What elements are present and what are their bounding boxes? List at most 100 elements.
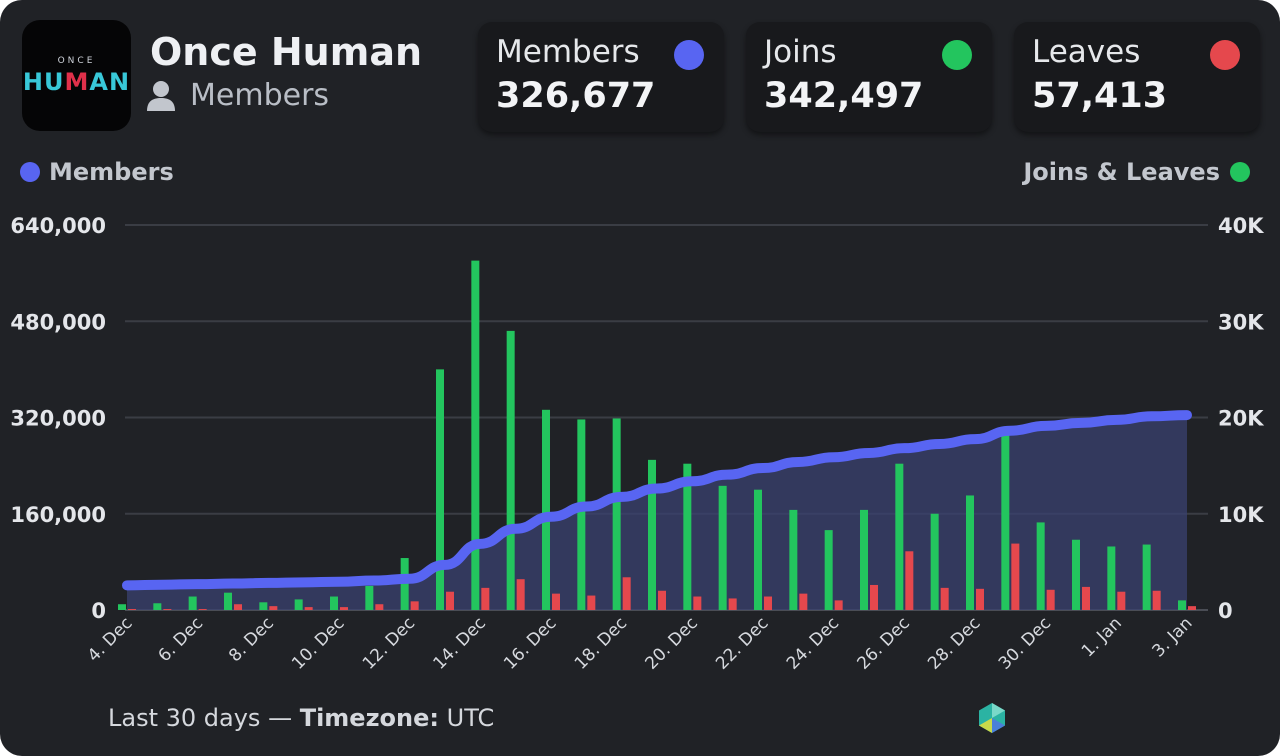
leaves-bar: [481, 587, 490, 610]
leaves-bar: [764, 596, 772, 610]
app-logo-icon: [979, 703, 1005, 733]
x-tick-label: 1. Jan: [1078, 613, 1126, 661]
server-name: Once Human: [150, 30, 423, 74]
x-tick-label: 20. Dec: [642, 613, 702, 673]
leaves-bar: [163, 609, 172, 610]
stat-card-leaves: Leaves 57,413: [1014, 22, 1260, 132]
y-right-tick-label: 20K: [1218, 407, 1264, 431]
y-left-tick-label: 320,000: [10, 407, 106, 431]
leaves-bar: [693, 596, 702, 610]
legend-members[interactable]: Members: [20, 158, 174, 186]
x-tick-label: 22. Dec: [712, 613, 772, 673]
joins-bar: [612, 418, 621, 610]
leaves-bar: [834, 600, 843, 610]
footer-timezone-label: Timezone:: [299, 704, 440, 732]
joins-bar: [153, 603, 162, 610]
joins-bar: [1178, 600, 1186, 610]
x-tick-label: 18. Dec: [571, 613, 631, 673]
joins-bar: [577, 419, 586, 610]
legend-joins-leaves-label: Joins & Leaves: [1023, 158, 1220, 186]
leaves-bar: [516, 579, 525, 610]
joins-bar: [471, 260, 480, 610]
joins-dot-icon: [942, 40, 972, 70]
stat-card-members: Members 326,677: [478, 22, 724, 132]
leaves-bar: [622, 577, 631, 610]
leaves-bar: [976, 588, 984, 610]
stat-value: 57,413: [1032, 76, 1168, 116]
stat-value: 326,677: [496, 76, 656, 116]
y-left-tick-label: 0: [91, 599, 106, 623]
stat-label: Joins: [764, 34, 837, 70]
leaves-bar: [1117, 591, 1126, 610]
leaves-bar: [1011, 543, 1020, 610]
leaves-bar: [446, 591, 454, 610]
x-tick-label: 30. Dec: [995, 613, 1055, 673]
joins-bar: [365, 585, 374, 610]
joins-bar: [400, 558, 409, 610]
logo-once-text: ONCE: [57, 55, 96, 66]
leaves-bar: [658, 590, 666, 610]
members-area: [127, 415, 1187, 610]
x-tick-label: 28. Dec: [924, 613, 984, 673]
joins-bar: [683, 463, 692, 610]
members-dot-icon: [674, 40, 704, 70]
joins-bar: [224, 592, 232, 610]
leaves-bar: [1082, 586, 1090, 610]
joins-bar: [118, 604, 126, 610]
y-right-tick-label: 40K: [1218, 214, 1264, 238]
logo-human-text: HUMAN: [22, 67, 131, 96]
legend-members-label: Members: [49, 158, 174, 186]
joins-bar: [1001, 428, 1010, 610]
y-right-tick-label: 10K: [1218, 503, 1264, 527]
legend-joins-leaves[interactable]: Joins & Leaves: [1023, 158, 1250, 186]
x-tick-label: 8. Dec: [225, 613, 278, 666]
joins-bar: [860, 509, 868, 610]
joins-bar: [895, 463, 904, 610]
leaves-bar: [269, 606, 278, 610]
y-left-tick-label: 480,000: [10, 310, 106, 334]
y-left-tick-label: 160,000: [10, 503, 106, 527]
leaves-bar: [870, 584, 878, 610]
stat-label: Leaves: [1032, 34, 1141, 70]
leaves-bar: [587, 595, 596, 610]
joins-bar: [436, 369, 444, 610]
x-tick-label: 6. Dec: [155, 613, 208, 666]
joins-bar: [542, 409, 550, 610]
server-logo: ONCE HUMAN: [22, 20, 131, 131]
server-subtitle-label: Members: [190, 78, 330, 113]
joins-bar: [718, 485, 727, 610]
leaves-bar: [234, 604, 242, 610]
leaves-bar: [128, 609, 136, 610]
leaves-bar: [410, 601, 419, 610]
joins-bar: [188, 596, 197, 610]
stat-value: 342,497: [764, 76, 924, 116]
x-tick-label: 26. Dec: [854, 613, 914, 673]
x-tick-label: 24. Dec: [783, 613, 843, 673]
leaves-bar: [375, 604, 384, 610]
joins-bar: [1107, 546, 1116, 610]
user-icon: [147, 80, 175, 111]
joins-bar: [259, 602, 268, 610]
leaves-dot-icon: [1210, 40, 1240, 70]
leaves-bar: [1152, 590, 1161, 610]
legend-joins-dot-icon: [1230, 162, 1250, 182]
leaves-bar: [198, 609, 207, 610]
joins-bar: [824, 530, 833, 610]
y-left-tick-label: 640,000: [10, 214, 106, 238]
footer-timezone-value: UTC: [439, 704, 495, 732]
leaves-bar: [799, 593, 808, 610]
joins-bar: [930, 513, 939, 610]
joins-bar: [294, 599, 303, 610]
leaves-bar: [905, 551, 914, 610]
leaves-bar: [728, 598, 737, 610]
footer-lead: Last 30 days —: [108, 704, 300, 732]
members-line: [122, 410, 1192, 591]
x-tick-label: 14. Dec: [430, 613, 490, 673]
x-tick-label: 10. Dec: [288, 613, 348, 673]
x-tick-label: 3. Jan: [1149, 613, 1197, 661]
x-tick-label: 16. Dec: [500, 613, 560, 673]
joins-bar: [330, 596, 338, 610]
stat-card-joins: Joins 342,497: [746, 22, 992, 132]
server-subtitle: Members: [146, 78, 329, 113]
leaves-bar: [304, 607, 313, 610]
